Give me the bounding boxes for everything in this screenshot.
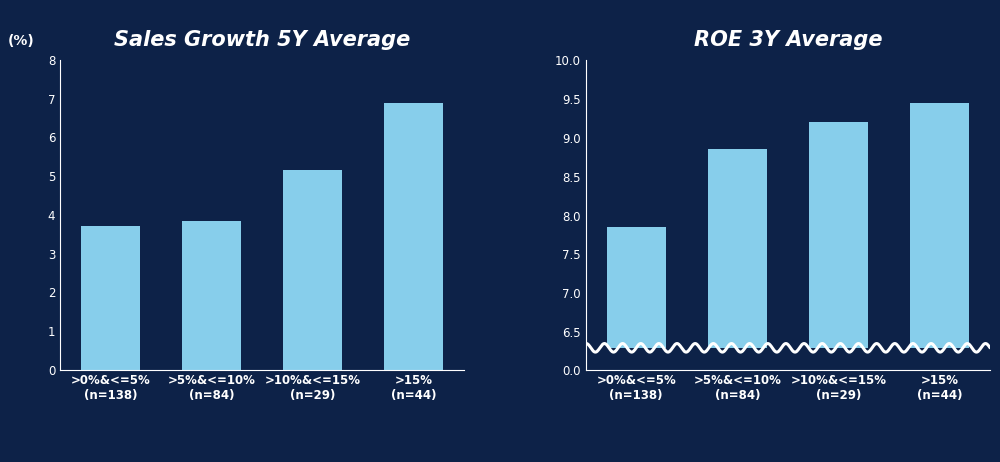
Bar [708, 150, 767, 348]
Bar [910, 103, 969, 348]
Bar [81, 226, 140, 370]
Bar [809, 122, 868, 348]
Title: Sales Growth 5Y Average: Sales Growth 5Y Average [114, 30, 410, 50]
Bar [283, 170, 342, 370]
Bar [182, 221, 241, 370]
Bar [607, 227, 666, 348]
Title: ROE 3Y Average: ROE 3Y Average [694, 30, 882, 50]
Bar [384, 103, 443, 370]
Text: (%): (%) [7, 34, 34, 48]
